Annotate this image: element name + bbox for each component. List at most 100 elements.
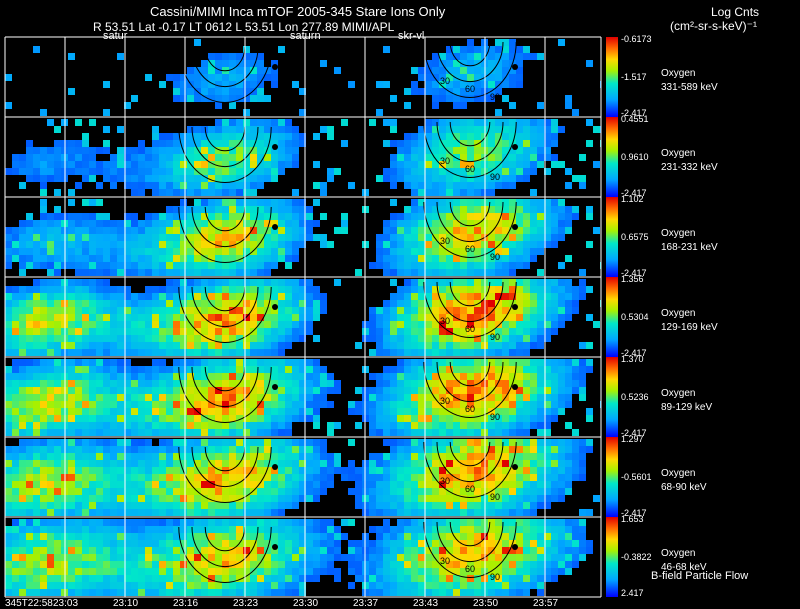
intensity-cell	[89, 314, 96, 321]
intensity-cell	[173, 189, 180, 196]
intensity-cell	[523, 394, 530, 401]
intensity-cell	[26, 422, 33, 429]
intensity-cell	[474, 439, 481, 446]
intensity-cell	[523, 140, 530, 147]
intensity-cell	[173, 328, 180, 335]
intensity-cell	[551, 154, 558, 161]
intensity-cell	[222, 380, 229, 387]
intensity-cell	[369, 467, 376, 474]
intensity-cell	[285, 380, 292, 387]
intensity-cell	[586, 314, 593, 321]
intensity-cell	[278, 526, 285, 533]
intensity-cell	[236, 126, 243, 133]
flow-label: B-field Particle Flow	[651, 571, 748, 582]
intensity-cell	[446, 582, 453, 589]
intensity-cell	[152, 540, 159, 547]
intensity-cell	[173, 467, 180, 474]
intensity-cell	[201, 286, 208, 293]
intensity-cell	[75, 519, 82, 526]
intensity-cell	[5, 533, 12, 540]
intensity-cell	[551, 380, 558, 387]
intensity-cell	[208, 67, 215, 74]
intensity-cell	[418, 321, 425, 328]
intensity-cell	[82, 300, 89, 307]
intensity-cell	[390, 154, 397, 161]
intensity-cell	[47, 147, 54, 154]
intensity-cell	[467, 307, 474, 314]
intensity-cell	[215, 349, 222, 356]
intensity-cell	[271, 422, 278, 429]
intensity-cell	[579, 547, 586, 554]
intensity-cell	[166, 415, 173, 422]
intensity-cell	[390, 589, 397, 596]
intensity-cell	[530, 554, 537, 561]
intensity-cell	[418, 213, 425, 220]
intensity-cell	[453, 526, 460, 533]
intensity-cell	[250, 359, 257, 366]
intensity-cell	[19, 540, 26, 547]
intensity-cell	[215, 422, 222, 429]
intensity-cell	[495, 321, 502, 328]
intensity-cell	[425, 568, 432, 575]
intensity-cell	[159, 474, 166, 481]
intensity-cell	[117, 446, 124, 453]
intensity-cell	[509, 126, 516, 133]
intensity-cell	[306, 467, 313, 474]
intensity-cell	[404, 380, 411, 387]
intensity-cell	[460, 126, 467, 133]
intensity-cell	[117, 453, 124, 460]
intensity-cell	[96, 241, 103, 248]
intensity-cell	[278, 206, 285, 213]
intensity-cell	[313, 519, 320, 526]
intensity-cell	[264, 255, 271, 262]
intensity-cell	[523, 429, 530, 436]
intensity-cell	[5, 387, 12, 394]
intensity-cell	[159, 307, 166, 314]
intensity-cell	[446, 380, 453, 387]
intensity-cell	[215, 460, 222, 467]
intensity-cell	[26, 568, 33, 575]
intensity-cell	[96, 359, 103, 366]
intensity-cell	[467, 293, 474, 300]
intensity-cell	[502, 175, 509, 182]
intensity-cell	[516, 342, 523, 349]
intensity-cell	[82, 234, 89, 241]
intensity-cell	[19, 401, 26, 408]
intensity-cell	[327, 429, 334, 436]
intensity-cell	[425, 199, 432, 206]
intensity-cell	[194, 349, 201, 356]
intensity-cell	[516, 408, 523, 415]
intensity-cell	[509, 401, 516, 408]
intensity-cell	[54, 366, 61, 373]
intensity-cell	[166, 140, 173, 147]
intensity-cell	[579, 526, 586, 533]
intensity-cell	[425, 88, 432, 95]
intensity-cell	[460, 519, 467, 526]
intensity-cell	[509, 175, 516, 182]
intensity-cell	[229, 380, 236, 387]
intensity-cell	[250, 81, 257, 88]
intensity-cell	[159, 429, 166, 436]
intensity-cell	[54, 189, 61, 196]
intensity-cell	[75, 568, 82, 575]
intensity-cell	[166, 213, 173, 220]
intensity-cell	[138, 269, 145, 276]
intensity-cell	[404, 154, 411, 161]
intensity-cell	[278, 293, 285, 300]
intensity-cell	[334, 526, 341, 533]
intensity-cell	[467, 213, 474, 220]
intensity-cell	[40, 422, 47, 429]
intensity-cell	[40, 467, 47, 474]
intensity-cell	[278, 314, 285, 321]
intensity-cell	[467, 453, 474, 460]
intensity-cell	[509, 366, 516, 373]
intensity-cell	[579, 540, 586, 547]
intensity-cell	[159, 300, 166, 307]
intensity-cell	[432, 547, 439, 554]
intensity-cell	[215, 519, 222, 526]
intensity-cell	[355, 474, 362, 481]
intensity-cell	[250, 408, 257, 415]
intensity-cell	[355, 502, 362, 509]
intensity-cell	[180, 561, 187, 568]
intensity-cell	[495, 67, 502, 74]
